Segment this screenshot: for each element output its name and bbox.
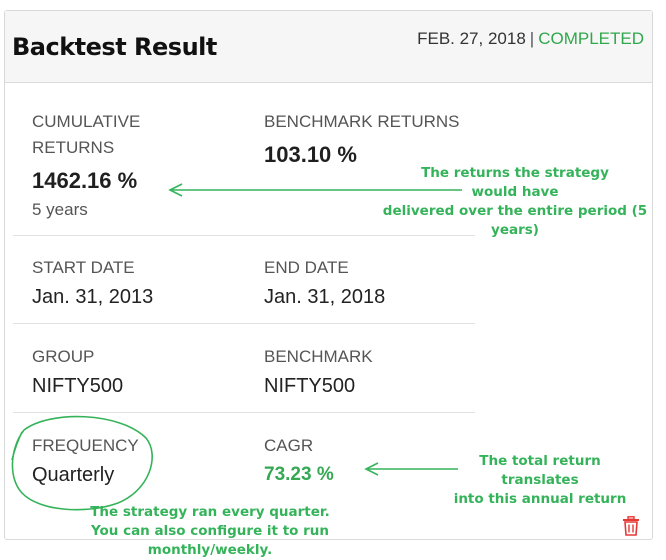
divider: [13, 412, 475, 413]
page-title: Backtest Result: [12, 33, 217, 61]
benchmark-value: NIFTY500: [264, 375, 356, 397]
cumulative-returns-label: CUMULATIVE RETURNS: [32, 109, 140, 161]
returns-annotation-line: The returns the strategy: [421, 165, 609, 181]
benchmark-returns-value: 103.10 %: [264, 142, 357, 167]
cagr-annotation-line: The total return translates: [479, 453, 601, 488]
frequency-annotation-line: The strategy ran every quarter.: [90, 504, 330, 520]
returns-annotation-line: delivered over the entire period (5 year…: [382, 203, 648, 238]
card-header: Backtest Result FEB. 27, 2018 | COMPLETED: [5, 11, 652, 83]
run-date: FEB. 27, 2018: [417, 29, 526, 48]
end-date-label: END DATE: [264, 258, 349, 277]
cumulative-returns-value: 1462.16 %: [32, 168, 138, 193]
cagr-annotation: The total return translates into this an…: [445, 452, 635, 509]
frequency-label: FREQUENCY: [32, 436, 139, 455]
cagr-annotation-line: into this annual return: [453, 491, 627, 507]
returns-annotation: The returns the strategy would have deli…: [380, 164, 650, 240]
divider: [13, 323, 475, 324]
group-value: NIFTY500: [32, 375, 124, 397]
frequency-annotation-line: You can also configure it to run monthly…: [90, 523, 330, 558]
end-date-value: Jan. 31, 2018: [264, 286, 386, 308]
cumulative-returns-label-line1: CUMULATIVE: [32, 112, 141, 131]
frequency-annotation: The strategy ran every quarter. You can …: [45, 503, 375, 560]
benchmark-returns-label: BENCHMARK RETURNS: [264, 112, 460, 131]
cumulative-returns-period: 5 years: [32, 200, 88, 219]
start-date-value: Jan. 31, 2013: [32, 286, 154, 308]
cagr-label: CAGR: [264, 436, 314, 455]
cagr-value: 73.23 %: [264, 464, 334, 485]
divider: [13, 235, 475, 236]
meta-separator: |: [529, 29, 535, 48]
header-meta: FEB. 27, 2018 | COMPLETED: [417, 29, 644, 49]
group-label: GROUP: [32, 347, 95, 366]
delete-button[interactable]: [622, 516, 640, 536]
benchmark-label: BENCHMARK: [264, 347, 373, 366]
returns-annotation-line: would have: [471, 184, 559, 200]
trash-icon: [623, 516, 639, 536]
frequency-value: Quarterly: [32, 464, 115, 486]
cumulative-returns-label-line2: RETURNS: [32, 138, 115, 157]
status-badge: COMPLETED: [538, 29, 644, 48]
start-date-label: START DATE: [32, 258, 135, 277]
